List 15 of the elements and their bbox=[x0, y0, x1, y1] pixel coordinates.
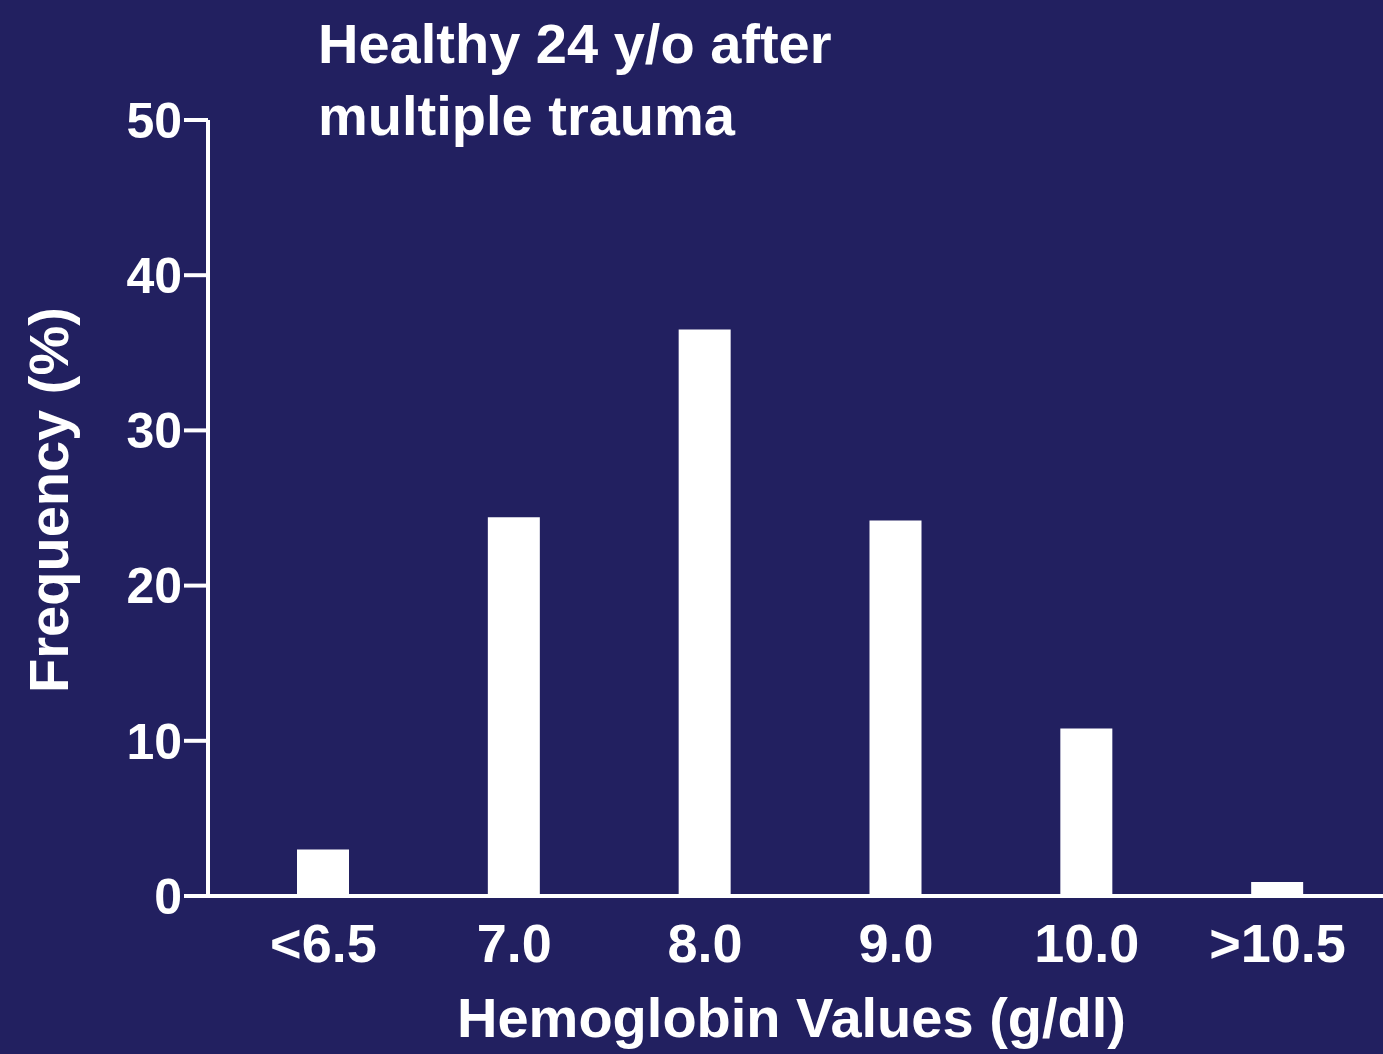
y-axis-title: Frequency (%) bbox=[15, 307, 81, 693]
y-tick-label: 40 bbox=[126, 247, 182, 304]
y-tick-label: 50 bbox=[126, 92, 182, 149]
x-tick-label: 9.0 bbox=[858, 913, 934, 974]
y-tick-label: 0 bbox=[154, 868, 182, 925]
chart-title: Healthy 24 y/o after multiple trauma bbox=[318, 11, 832, 149]
y-tick-label: 30 bbox=[126, 403, 182, 460]
x-tick-label: >10.5 bbox=[1209, 913, 1346, 974]
x-axis-title: Hemoglobin Values (g/dl) bbox=[456, 985, 1127, 1050]
y-tick-label: 10 bbox=[126, 713, 182, 770]
x-tick-label: 8.0 bbox=[667, 913, 743, 974]
x-tick-label: 10.0 bbox=[1034, 913, 1140, 974]
x-tick-label: <6.5 bbox=[270, 913, 377, 974]
y-tick-label: 20 bbox=[126, 558, 182, 615]
x-tick-label: 7.0 bbox=[476, 913, 552, 974]
